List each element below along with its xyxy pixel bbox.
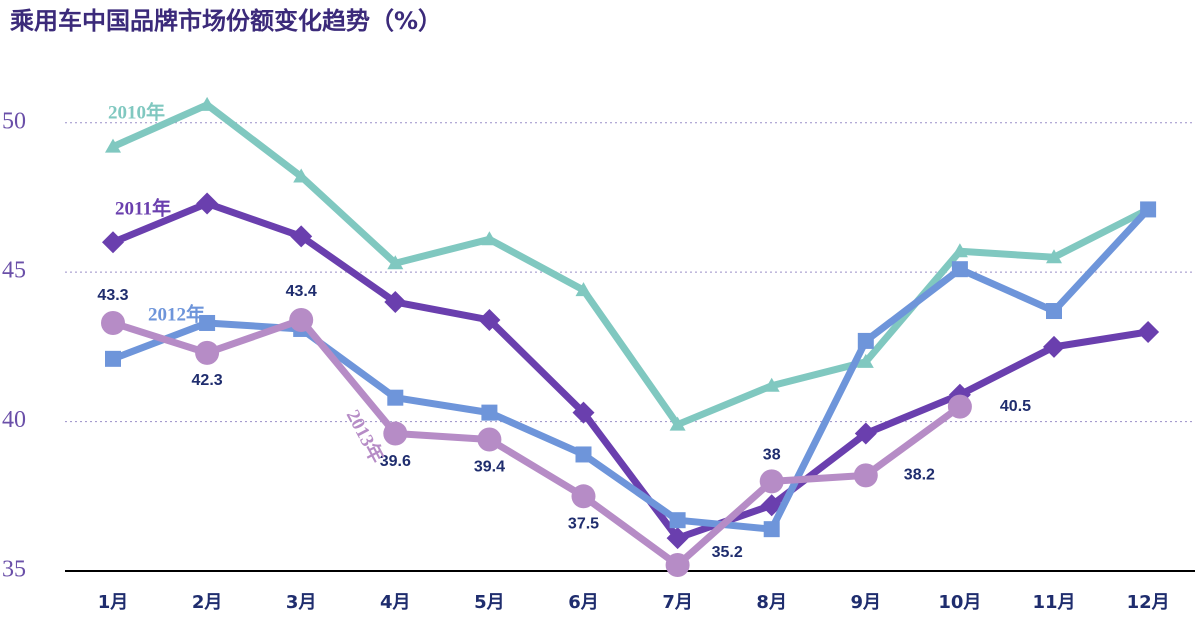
- marker: [669, 416, 686, 431]
- data-label: 37.5: [568, 516, 599, 533]
- marker: [1046, 303, 1062, 320]
- y-tick-label: 40: [2, 407, 26, 433]
- x-tick-label: 10月: [938, 592, 981, 613]
- marker: [478, 308, 501, 331]
- series-line: [111, 101, 1150, 429]
- series-name: 2011年: [115, 196, 171, 219]
- marker: [951, 243, 968, 258]
- series-name: 2012年: [148, 302, 205, 325]
- x-tick-label: 2月: [192, 592, 223, 613]
- marker: [763, 521, 780, 538]
- marker: [763, 377, 780, 392]
- marker: [384, 291, 407, 314]
- marker: [477, 427, 502, 452]
- marker: [293, 168, 310, 183]
- data-label: 38: [763, 447, 781, 464]
- marker: [853, 463, 878, 488]
- data-label: 40.5: [1000, 398, 1031, 415]
- marker: [665, 553, 690, 578]
- x-tick-label: 4月: [380, 592, 411, 613]
- marker: [575, 282, 592, 297]
- series-line: [111, 316, 962, 569]
- marker: [669, 512, 686, 529]
- x-tick-label: 11月: [1032, 592, 1075, 613]
- data-label: 39.6: [380, 453, 411, 470]
- marker: [387, 255, 404, 270]
- marker: [481, 231, 498, 246]
- y-tick-label: 45: [2, 258, 26, 284]
- marker: [199, 96, 216, 111]
- marker: [571, 484, 596, 509]
- data-label: 35.2: [712, 544, 743, 561]
- marker: [1046, 249, 1062, 264]
- marker: [101, 310, 125, 335]
- marker: [199, 314, 216, 331]
- chart-title: 乘用车中国品牌市场份额变化趋势（%）: [9, 7, 442, 35]
- marker: [289, 307, 314, 332]
- marker: [105, 138, 121, 153]
- data-label: 43.4: [286, 283, 317, 300]
- marker: [481, 404, 498, 421]
- marker: [666, 527, 689, 550]
- marker: [383, 421, 408, 446]
- marker: [854, 422, 877, 445]
- marker: [1140, 201, 1157, 218]
- marker: [857, 353, 874, 368]
- x-tick-label: 8月: [756, 592, 787, 613]
- marker: [102, 231, 124, 254]
- data-label: 39.4: [474, 459, 505, 476]
- marker: [387, 389, 404, 406]
- marker: [1043, 335, 1065, 358]
- y-tick-label: 35: [2, 557, 26, 583]
- data-label: 42.3: [192, 372, 223, 389]
- marker: [290, 225, 313, 248]
- y-tick-label: 50: [2, 108, 26, 134]
- x-tick-label: 7月: [662, 592, 693, 613]
- series-name: 2010年: [108, 100, 165, 123]
- marker: [759, 469, 784, 494]
- series-line: [111, 199, 1149, 542]
- data-label: 38.2: [904, 467, 935, 484]
- marker: [196, 192, 219, 215]
- marker: [572, 401, 595, 424]
- marker: [857, 332, 874, 349]
- marker: [760, 494, 783, 517]
- data-label: 43.3: [97, 287, 128, 304]
- x-tick-label: 9月: [851, 592, 882, 613]
- marker: [947, 394, 972, 419]
- x-tick-label: 1月: [98, 592, 129, 613]
- marker: [105, 350, 121, 367]
- x-tick-label: 6月: [568, 592, 599, 613]
- marker: [575, 446, 592, 463]
- x-tick-label: 12月: [1127, 592, 1170, 613]
- marker: [195, 340, 220, 365]
- marker: [1137, 320, 1160, 343]
- x-tick-label: 5月: [474, 592, 505, 613]
- marker: [951, 261, 968, 278]
- x-tick-label: 3月: [286, 592, 317, 613]
